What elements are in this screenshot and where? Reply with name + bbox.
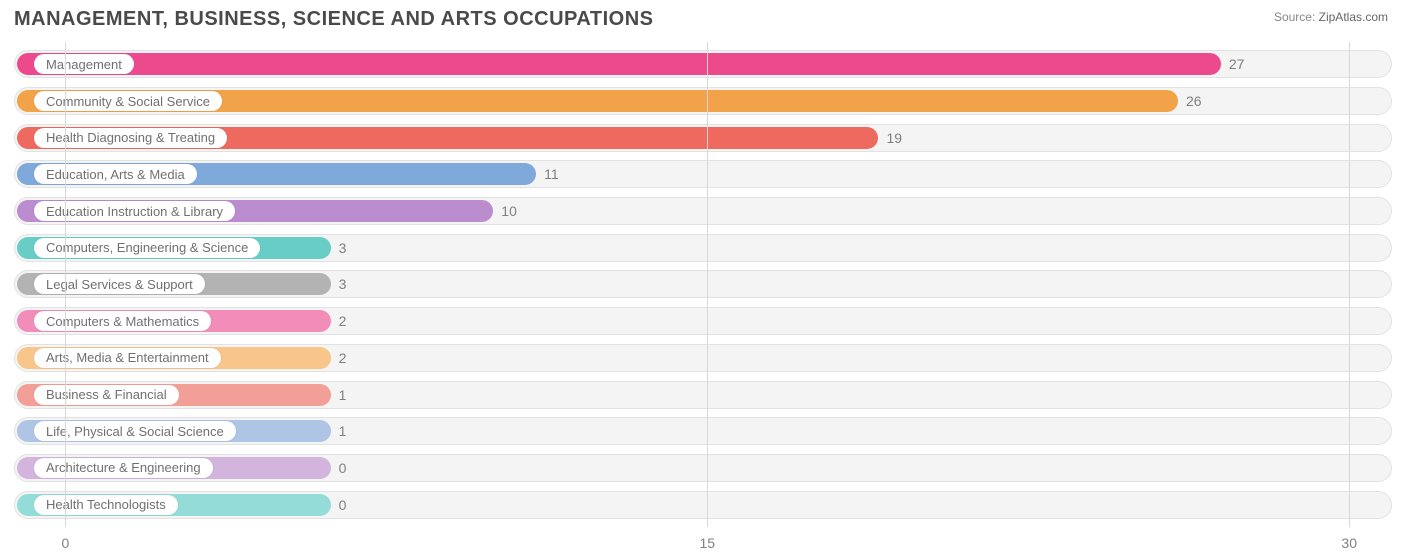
- bar-value-label: 0: [331, 491, 347, 519]
- bar-category-label: Computers, Engineering & Science: [34, 238, 260, 258]
- plot-area: Management 27 Community & Social Service 26…: [14, 42, 1392, 527]
- bar-row: Computers, Engineering & Science 3: [14, 234, 1392, 262]
- bar-value-label: 2: [331, 307, 347, 335]
- bar-value-label: 26: [1178, 87, 1202, 115]
- bar-row: Community & Social Service 26: [14, 87, 1392, 115]
- x-axis-tick-label: 15: [699, 535, 715, 551]
- x-axis-tick-label: 0: [61, 535, 69, 551]
- bar-row: Health Diagnosing & Treating 19: [14, 124, 1392, 152]
- bar-rows: Management 27 Community & Social Service 26…: [14, 42, 1392, 527]
- bar-value-label: 0: [331, 454, 347, 482]
- bar-value-label: 1: [331, 417, 347, 445]
- bar-row: Architecture & Engineering 0: [14, 454, 1392, 482]
- bar-category-label: Management: [34, 54, 134, 74]
- gridline: [1349, 42, 1350, 527]
- bar-category-label: Community & Social Service: [34, 91, 222, 111]
- bar-row: Education, Arts & Media 11: [14, 160, 1392, 188]
- bar-row: Management 27: [14, 50, 1392, 78]
- gridline: [707, 42, 708, 527]
- bar-category-label: Computers & Mathematics: [34, 311, 211, 331]
- bar-value-label: 10: [493, 197, 517, 225]
- source-value: ZipAtlas.com: [1319, 10, 1388, 24]
- bar-value-label: 3: [331, 234, 347, 262]
- bar-category-label: Education Instruction & Library: [34, 201, 235, 221]
- bar-row: Education Instruction & Library 10: [14, 197, 1392, 225]
- bar-row: Business & Financial 1: [14, 381, 1392, 409]
- bar-category-label: Arts, Media & Entertainment: [34, 348, 221, 368]
- bar-row: Legal Services & Support 3: [14, 270, 1392, 298]
- bar-value-label: 1: [331, 381, 347, 409]
- bar-category-label: Health Diagnosing & Treating: [34, 128, 227, 148]
- bar-value-label: 3: [331, 270, 347, 298]
- source-label: Source:: [1274, 10, 1315, 24]
- bar-value-label: 11: [536, 160, 559, 188]
- bar-row: Health Technologists 0: [14, 491, 1392, 519]
- bar-row: Arts, Media & Entertainment 2: [14, 344, 1392, 372]
- gridline: [65, 42, 66, 527]
- source-attribution: Source: ZipAtlas.com: [1274, 10, 1388, 24]
- bar-row: Computers & Mathematics 2: [14, 307, 1392, 335]
- x-axis-tick-label: 30: [1341, 535, 1357, 551]
- chart-title: MANAGEMENT, BUSINESS, SCIENCE AND ARTS O…: [14, 8, 653, 31]
- bar-category-label: Architecture & Engineering: [34, 458, 213, 478]
- bar-category-label: Health Technologists: [34, 495, 178, 515]
- bar-category-label: Legal Services & Support: [34, 274, 205, 294]
- bar-row: Life, Physical & Social Science 1: [14, 417, 1392, 445]
- bar-category-label: Education, Arts & Media: [34, 164, 197, 184]
- chart-area: Management 27 Community & Social Service 26…: [14, 42, 1392, 551]
- bar-category-label: Life, Physical & Social Science: [34, 421, 236, 441]
- bar-value-label: 27: [1221, 50, 1245, 78]
- bar-value-label: 2: [331, 344, 347, 372]
- bar-value-label: 19: [878, 124, 902, 152]
- bar-category-label: Business & Financial: [34, 385, 179, 405]
- bar-fill: [17, 53, 1221, 75]
